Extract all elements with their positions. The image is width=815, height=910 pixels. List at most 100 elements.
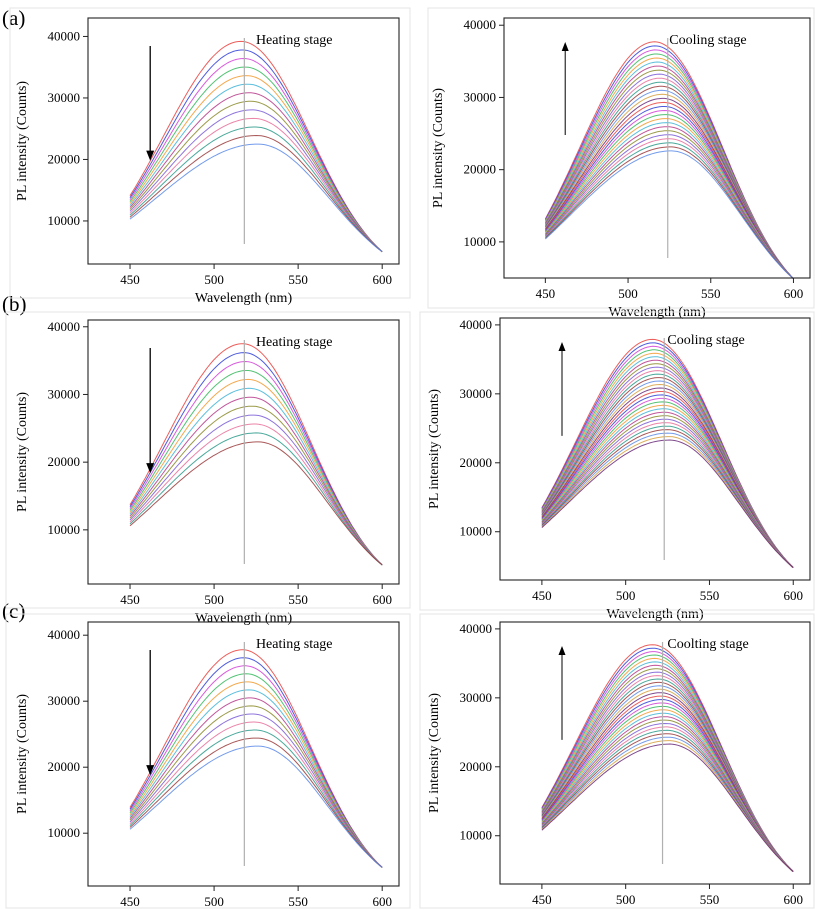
y-axis-title: PL intensity (Counts) [427,389,442,509]
chart-panel-1: 450 500 550 600 10000 20000 30000 40000 Waveleng… [9,7,411,306]
spectrum-curve [541,743,794,872]
spectrum-curve [129,405,383,566]
x-tick-label: 500 [616,588,636,603]
plot-frame [87,17,400,265]
spectrum-curve [129,343,383,566]
spectrum-curve [129,100,383,253]
plot-frame [503,17,811,279]
x-axis-title: Wavelength (nm) [195,291,293,306]
y-tick-label: 10000 [48,522,81,537]
trend-arrowhead [558,646,566,655]
spectrum-curve [129,378,383,566]
spectra-curves [541,644,794,872]
spectra-curves [129,40,383,253]
y-tick-label: 40000 [48,627,81,642]
chart-panel-3: 450 500 550 600 10000 20000 30000 40000 Waveleng… [5,311,411,626]
spectrum-curve [545,138,794,280]
spectrum-curve [129,681,383,868]
x-tick-label: 600 [784,286,804,301]
x-tick-label: 600 [372,272,392,287]
spectrum-curve [129,414,383,566]
spectrum-curve [129,713,383,868]
y-axis-title: PL intensity (Counts) [15,392,30,512]
spectrum-curve [541,356,794,568]
trend-arrowhead [146,463,155,474]
panel-card-border [5,613,411,909]
spectrum-curve [129,737,383,868]
y-tick-label: 20000 [48,454,81,469]
stage-annotation: Cooling stage [667,333,744,348]
y-tick-label: 10000 [460,524,493,539]
trend-arrowhead [146,765,155,776]
y-tick-label: 40000 [48,319,81,334]
y-tick-label: 40000 [460,621,493,636]
spectrum-curve [544,81,794,280]
x-tick-label: 450 [120,592,140,607]
spectrum-curve [129,689,383,868]
spectrum-curve [541,387,794,568]
y-tick-label: 20000 [48,759,81,774]
plot-frame [87,621,400,887]
panel-label-c: (c) [2,599,26,623]
chart-panel-6: 45050055060010000200003000040000Waveleng… [419,613,815,909]
stage-annotation: Heating stage [256,637,333,652]
x-tick-label: 450 [536,286,556,301]
spectrum-curve [541,692,794,872]
spectrum-curve [541,664,794,872]
spectrum-curve [129,109,383,253]
panel-label-b: (b) [2,292,27,316]
y-tick-label: 20000 [464,162,497,177]
spectrum-curve [129,721,383,868]
plot-frame [87,319,400,585]
trend-arrowhead [146,150,155,161]
y-tick-label: 30000 [48,693,81,708]
panel-card-border [5,311,411,609]
spectrum-curve [129,697,383,868]
panel-card-border [427,7,815,309]
y-axis-title: PL intensity (Counts) [431,88,446,208]
x-tick-label: 450 [532,892,552,907]
y-tick-label: 10000 [460,828,493,843]
x-tick-label: 500 [616,892,636,907]
plot-frame [499,621,811,885]
chart-panel-2: 450 500 550 60010000200003000040000Waveleng… [427,7,815,320]
stage-annotation: Heating stage [256,335,333,350]
spectrum-curve [129,40,383,253]
y-tick-label: 30000 [460,690,493,705]
x-tick-label: 550 [700,892,720,907]
chart-panel-5: 450 500 550 600 10000 20000 30000 40000 Waveleng… [5,613,411,909]
spectrum-curve [129,665,383,868]
spectrum-curve [129,75,383,253]
x-tick-label: 600 [372,592,392,607]
x-tick-label: 600 [783,892,803,907]
spectra-curves [129,343,383,566]
y-tick-label: 30000 [464,89,497,104]
y-tick-label: 30000 [48,90,81,105]
y-axis-title: PL intensity (Counts) [427,693,442,813]
spectrum-curve [129,117,383,253]
x-tick-label: 450 [120,272,140,287]
spectrum-curve [129,673,383,868]
spectrum-curve [129,134,383,253]
spectrum-curve [545,142,794,280]
spectrum-curve [129,66,383,253]
trend-arrowhead [561,42,569,51]
spectrum-curve [129,83,383,253]
y-tick-label: 10000 [48,213,81,228]
spectra-curves [541,338,794,568]
y-tick-label: 40000 [460,317,493,332]
x-tick-label: 550 [288,272,308,287]
spectrum-curve [541,439,794,568]
spectrum-curve [129,352,383,566]
spectrum-curve [129,92,383,253]
spectra-curves [544,41,794,280]
spectrum-curve [545,150,794,280]
spectrum-curve [129,370,383,566]
panel-label-a: (a) [2,6,26,30]
stage-annotation: Coolting stage [667,637,748,652]
spectrum-curve [129,396,383,566]
x-axis-title: Wavelength (nm) [195,611,293,626]
y-axis-title: PL intensity (Counts) [15,81,30,201]
panel-card-border [419,311,815,611]
